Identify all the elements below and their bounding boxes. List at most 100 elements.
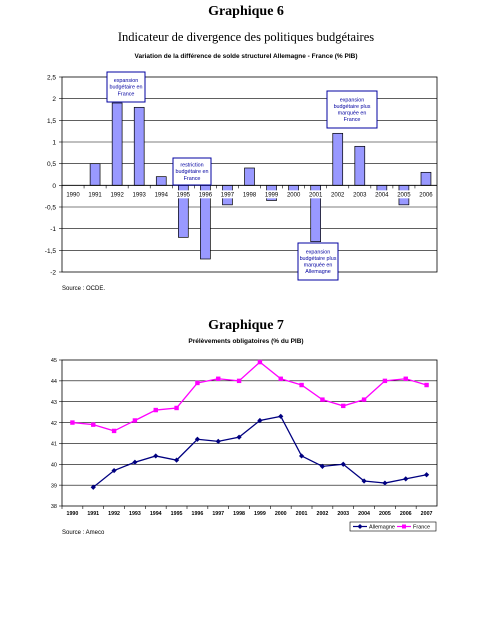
chart7-point-allemagne [90, 484, 96, 490]
chart6-x-label-bg [152, 190, 171, 199]
chart7-x-tick-label: 1998 [233, 511, 245, 517]
chart6-source: Source : OCDE. [62, 286, 106, 292]
chart6-x-label-bg [108, 190, 127, 199]
chart7-point-allemagne [236, 434, 242, 440]
chart6-plot-area [61, 76, 438, 273]
chart7-y-tick-label: 41 [51, 442, 57, 448]
chart6-annotation-text: France [184, 176, 201, 182]
chart6-annotation-text: expansion [306, 249, 331, 255]
chart7-x-tick-label: 1996 [192, 511, 204, 517]
chart7-series-line-france [72, 361, 427, 432]
chart6-x-tick-label: 1995 [177, 192, 191, 198]
chart7-point-allemagne [382, 480, 388, 486]
chart6-annotation-text: marquée en [304, 263, 333, 269]
chart7-y-tick-label: 38 [51, 504, 57, 510]
chart6-x-label-bg [306, 190, 325, 199]
chart6-y-tick-label: 1 [52, 140, 56, 147]
chart6-x-tick-label: 1990 [66, 192, 80, 198]
chart7-point-allemagne [215, 438, 221, 444]
chart6-annotation-box [297, 242, 339, 281]
chart7-x-tick-label: 2007 [421, 511, 433, 517]
chart7-point-france [236, 378, 242, 384]
chart7-point-allemagne [423, 472, 430, 478]
chart6-annotation-text: budgétaire plus [334, 104, 371, 110]
chart7-legend [349, 521, 437, 532]
chart7-x-tick-label: 1993 [129, 511, 141, 517]
chart7-x-tick-label: 2001 [296, 511, 308, 517]
chart6-x-tick-label: 1991 [88, 192, 102, 198]
chart7-y-tick-label: 45 [51, 358, 57, 364]
chart6-annotation-text: budgétaire plus [300, 256, 337, 262]
chart6-x-tick-label: 2003 [353, 192, 367, 198]
chart7-point-france [320, 397, 325, 402]
chart7-point-allemagne [298, 453, 305, 459]
chart7-legend-marker [357, 524, 363, 529]
chart7-x-tick-label: 1991 [87, 511, 99, 517]
chart6-x-label-bg [240, 190, 259, 199]
chart6-x-label-bg [394, 190, 413, 199]
chart7-x-tick-label: 1995 [171, 511, 183, 517]
chart6-x-tick-label: 2000 [287, 192, 301, 198]
chart7-x-tick-label: 1997 [212, 511, 224, 517]
chart7-legend-label: France [413, 525, 430, 531]
chart7-x-tick-label: 2006 [400, 511, 412, 517]
chart7-x-tick-label: 2004 [358, 511, 370, 517]
chart7-point-france [195, 380, 200, 386]
chart7-point-france [382, 378, 388, 384]
chart6-x-tick-label: 2005 [397, 192, 411, 198]
chart7-x-tick-label: 2005 [379, 511, 391, 517]
chart6-y-tick-label: 1,5 [47, 118, 56, 125]
chart6-subtitle: Variation de la différence de solde stru… [134, 53, 358, 60]
chart6-y-tick-label: -0,5 [45, 205, 57, 212]
chart7-x-tick-label: 2000 [275, 511, 287, 517]
chart7-plot-area [61, 359, 438, 507]
chart7-point-allemagne [153, 453, 159, 459]
chart6-y-tick-label: 2 [52, 96, 56, 103]
chart7-point-allemagne [403, 476, 409, 482]
chart6-x-label-bg [86, 190, 105, 199]
chart6-annotation-text: Allemagne [305, 269, 330, 275]
chart6-x-tick-label: 2006 [419, 192, 433, 198]
chart7-x-tick-label: 1990 [67, 511, 79, 517]
chart7-point-allemagne [132, 459, 138, 465]
chart7-point-france [70, 420, 75, 425]
chart7-x-tick-label: 2003 [337, 511, 349, 517]
chart6-x-label-bg [64, 190, 83, 199]
chart7-x-tick-label: 1994 [150, 511, 162, 517]
chart6-annotation-text: budgétaire en [176, 169, 209, 175]
chart7-point-france [257, 359, 263, 365]
chart7-point-france [361, 397, 367, 402]
chart7-point-allemagne [257, 417, 263, 424]
chart6-x-label-bg [372, 190, 391, 199]
chart6-annotation-text: expansion [340, 97, 365, 103]
chart7-point-allemagne [361, 478, 367, 484]
chart7-y-tick-label: 40 [51, 462, 57, 468]
chart7-y-tick-label: 39 [51, 483, 57, 489]
chart6-x-tick-label: 2002 [331, 192, 345, 198]
chart7-point-france [341, 403, 346, 409]
chart7-point-allemagne [278, 413, 284, 419]
chart7-title: Prélèvements obligatoires (% du PIB) [188, 338, 304, 345]
chart7-legend-marker [402, 524, 406, 529]
chart6-title: Indicateur de divergence des politiques … [117, 30, 375, 44]
chart7-y-tick-label: 43 [51, 400, 57, 406]
chart6-x-tick-label: 1996 [199, 192, 213, 198]
chart6-y-tick-label: -1 [50, 226, 56, 233]
chart7-point-france [216, 376, 221, 381]
chart7-point-allemagne [340, 461, 346, 467]
chart7-point-allemagne [173, 457, 180, 463]
chart7-x-tick-label: 1999 [254, 511, 266, 517]
chart6-x-tick-label: 2004 [375, 192, 389, 198]
chart7-point-france [111, 428, 117, 434]
chart6-x-label-bg [416, 190, 435, 199]
chart7-point-france [174, 405, 179, 411]
chart6-annotation-text: marquée en [338, 111, 367, 117]
chart6-x-label-bg [262, 190, 281, 199]
chart7-point-france [132, 418, 138, 423]
chart7-x-tick-label: 1992 [108, 511, 120, 517]
chart6-x-tick-label: 1993 [133, 192, 147, 198]
chart6-annotation-box [106, 71, 146, 103]
chart6-x-tick-label: 1992 [110, 192, 124, 198]
chart6-annotation-box [326, 90, 378, 129]
